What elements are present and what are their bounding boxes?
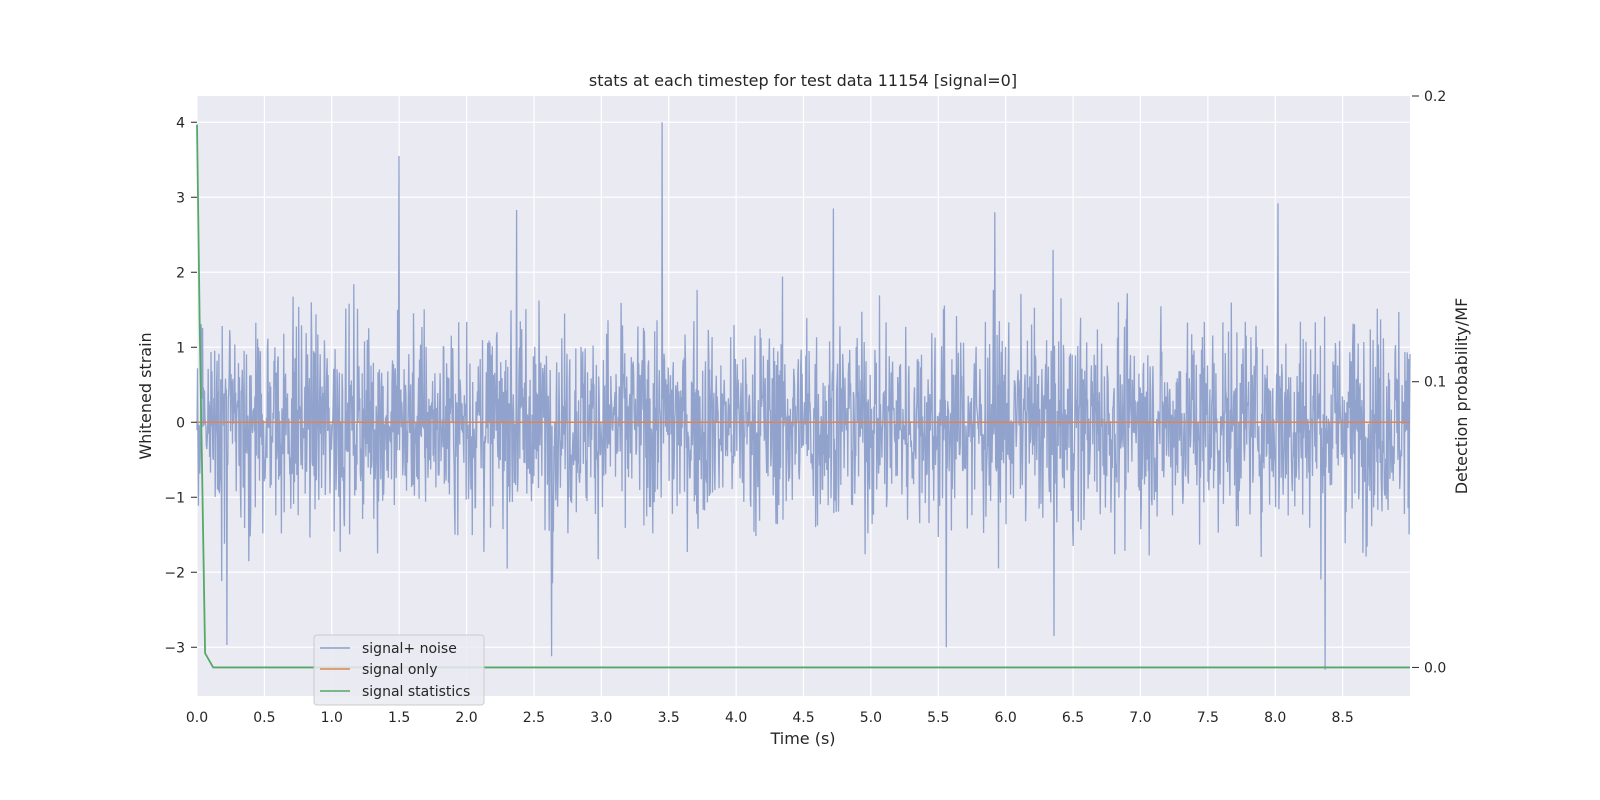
legend: signal+ noise signal only signal statist… [313,634,485,706]
x-tick-label: 1.5 [388,710,410,726]
series-signal-noise [196,122,1411,670]
x-tick-label: 8.5 [1331,710,1353,726]
y-tick-label: −2 [164,565,185,581]
y-tick-label: 1 [176,340,185,356]
x-tick-label: 0.5 [253,710,275,726]
y2-axis-ticks: 0.2 0.1 0.0 [1412,89,1446,676]
x-tick-label: 1.0 [321,710,343,726]
x-tick-label: 5.0 [860,710,882,726]
legend-label-signal-statistics: signal statistics [362,684,470,700]
x-axis-label: Time (s) [769,729,835,748]
chart-title: stats at each timestep for test data 111… [589,71,1017,90]
legend-box [313,634,485,706]
x-tick-label: 2.0 [455,710,477,726]
x-tick-label: 4.5 [792,710,814,726]
x-tick-label: 3.5 [658,710,680,726]
x-tick-label: 8.0 [1264,710,1286,726]
x-tick-label: 2.5 [523,710,545,726]
series-line-signal-noise [196,122,1411,670]
y2-tick-label: 0.2 [1424,89,1446,105]
x-tick-label: 7.5 [1197,710,1219,726]
x-tick-label: 6.0 [995,710,1017,726]
x-tick-label: 0.0 [186,710,208,726]
legend-label-signal-only: signal only [362,662,437,678]
x-tick-label: 7.0 [1129,710,1151,726]
x-tick-label: 6.5 [1062,710,1084,726]
legend-label-signal-noise: signal+ noise [362,641,457,657]
series-signal-statistics [196,124,1410,669]
series-line-signal-statistics [196,124,1410,669]
y-tick-label: 0 [176,415,185,431]
x-tick-label: 5.5 [927,710,949,726]
x-tick-label: 3.0 [590,710,612,726]
y2-tick-label: 0.0 [1424,660,1446,676]
y2-axis-label: Detection probability/MF [1452,298,1471,495]
y-tick-label: −3 [164,640,185,656]
x-axis-ticks: 0.0 0.5 1.0 1.5 2.0 2.5 3.0 3.5 4.0 4.5 5.0 5.5 6.0 6… [186,710,1354,726]
y-axis-ticks: 4 3 2 1 0 −1 −2 −3 [164,115,197,656]
y-tick-label: 3 [176,190,185,206]
x-tick-label: 4.0 [725,710,747,726]
y-tick-label: 4 [176,115,185,131]
y-tick-label: −1 [164,490,185,506]
y-axis-label: Whitened strain [136,332,155,459]
y-tick-label: 2 [176,265,185,281]
y2-tick-label: 0.1 [1424,375,1446,391]
